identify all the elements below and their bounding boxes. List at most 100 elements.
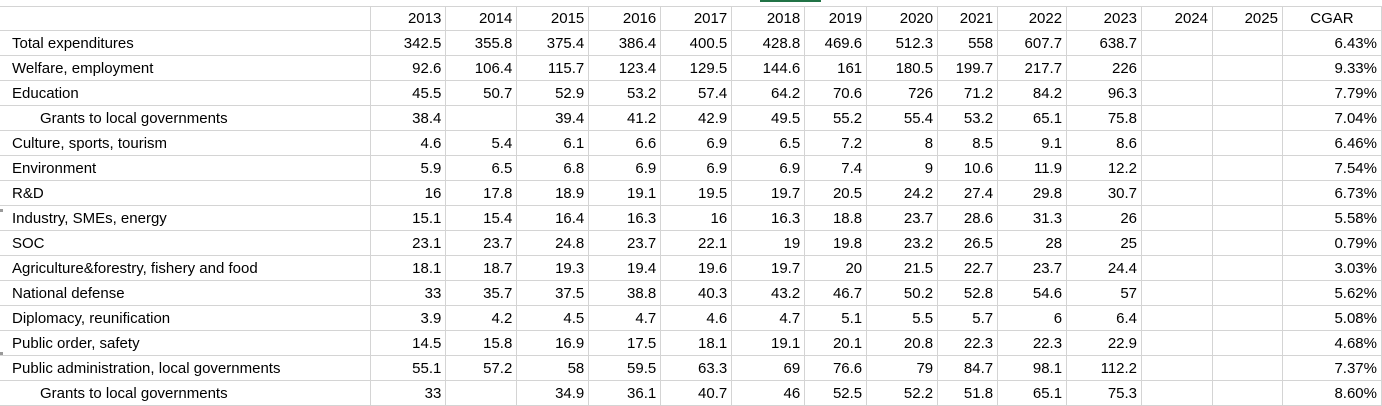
value-cell[interactable]: 23.1 (370, 230, 447, 256)
value-cell[interactable] (1141, 280, 1213, 306)
value-cell[interactable]: 19.8 (804, 230, 868, 256)
value-cell[interactable]: 84.2 (997, 80, 1068, 106)
value-cell[interactable]: 76.6 (804, 355, 868, 381)
value-cell[interactable]: 31.3 (997, 205, 1068, 231)
header-cell-2014[interactable]: 2014 (445, 6, 518, 31)
value-cell[interactable] (1141, 230, 1213, 256)
value-cell[interactable]: 53.2 (937, 105, 999, 131)
value-cell[interactable]: 5.7 (937, 305, 999, 331)
value-cell[interactable]: 19.1 (731, 330, 806, 356)
value-cell[interactable]: 55.4 (866, 105, 939, 131)
value-cell[interactable]: 52.9 (516, 80, 590, 106)
value-cell[interactable] (1212, 230, 1283, 256)
value-cell[interactable]: 16 (660, 205, 733, 231)
header-cell-2013[interactable]: 2013 (370, 6, 447, 31)
value-cell[interactable]: 4.5 (516, 305, 590, 331)
value-cell[interactable]: 607.7 (997, 30, 1068, 56)
value-cell[interactable]: 112.2 (1066, 355, 1143, 381)
row-label-cell[interactable]: National defense (0, 280, 372, 306)
row-label-cell[interactable]: Culture, sports, tourism (0, 130, 372, 156)
value-cell[interactable] (1212, 280, 1283, 306)
value-cell[interactable]: 469.6 (804, 30, 868, 56)
value-cell[interactable]: 27.4 (937, 180, 999, 206)
value-cell[interactable]: 54.6 (997, 280, 1068, 306)
value-cell[interactable]: 65.1 (997, 105, 1068, 131)
value-cell[interactable]: 375.4 (516, 30, 590, 56)
value-cell[interactable]: 28.6 (937, 205, 999, 231)
value-cell[interactable]: 428.8 (731, 30, 806, 56)
value-cell[interactable]: 26.5 (937, 230, 999, 256)
value-cell[interactable]: 400.5 (660, 30, 733, 56)
value-cell[interactable]: 6.8 (516, 155, 590, 181)
value-cell[interactable]: 8.6 (1066, 130, 1143, 156)
header-cell-2016[interactable]: 2016 (588, 6, 662, 31)
value-cell[interactable] (1212, 130, 1283, 156)
value-cell[interactable]: 19.7 (731, 180, 806, 206)
value-cell[interactable]: 45.5 (370, 80, 447, 106)
value-cell[interactable]: 6.5 (731, 130, 806, 156)
cgar-cell[interactable]: 6.73% (1282, 180, 1382, 206)
value-cell[interactable]: 19.1 (588, 180, 662, 206)
value-cell[interactable]: 25 (1066, 230, 1143, 256)
value-cell[interactable]: 49.5 (731, 105, 806, 131)
header-cell-2025[interactable]: 2025 (1212, 6, 1283, 31)
header-cell-corner[interactable] (0, 6, 372, 31)
value-cell[interactable]: 8.5 (937, 130, 999, 156)
value-cell[interactable]: 98.1 (997, 355, 1068, 381)
value-cell[interactable]: 12.2 (1066, 155, 1143, 181)
value-cell[interactable]: 161 (804, 55, 868, 81)
cgar-cell[interactable]: 4.68% (1282, 330, 1382, 356)
cgar-cell[interactable]: 5.58% (1282, 205, 1382, 231)
cgar-cell[interactable]: 5.08% (1282, 305, 1382, 331)
value-cell[interactable]: 6.4 (1066, 305, 1143, 331)
value-cell[interactable]: 9 (866, 155, 939, 181)
value-cell[interactable]: 79 (866, 355, 939, 381)
value-cell[interactable]: 24.8 (516, 230, 590, 256)
value-cell[interactable]: 226 (1066, 55, 1143, 81)
value-cell[interactable]: 28 (997, 230, 1068, 256)
value-cell[interactable]: 33 (370, 280, 447, 306)
value-cell[interactable]: 4.2 (445, 305, 518, 331)
value-cell[interactable]: 9.1 (997, 130, 1068, 156)
value-cell[interactable]: 57.2 (445, 355, 518, 381)
value-cell[interactable]: 39.4 (516, 105, 590, 131)
value-cell[interactable]: 342.5 (370, 30, 447, 56)
row-label-cell[interactable]: Public administration, local governments (0, 355, 372, 381)
value-cell[interactable]: 6.1 (516, 130, 590, 156)
value-cell[interactable]: 71.2 (937, 80, 999, 106)
value-cell[interactable]: 35.7 (445, 280, 518, 306)
value-cell[interactable] (1212, 180, 1283, 206)
value-cell[interactable] (1212, 105, 1283, 131)
header-cell-2020[interactable]: 2020 (866, 6, 939, 31)
value-cell[interactable]: 38.8 (588, 280, 662, 306)
value-cell[interactable]: 4.7 (588, 305, 662, 331)
value-cell[interactable] (1141, 30, 1213, 56)
value-cell[interactable]: 43.2 (731, 280, 806, 306)
row-label-cell[interactable]: Grants to local governments (0, 105, 372, 131)
value-cell[interactable]: 22.9 (1066, 330, 1143, 356)
cgar-cell[interactable]: 6.46% (1282, 130, 1382, 156)
value-cell[interactable]: 18.1 (370, 255, 447, 281)
value-cell[interactable]: 22.1 (660, 230, 733, 256)
value-cell[interactable]: 50.2 (866, 280, 939, 306)
value-cell[interactable]: 70.6 (804, 80, 868, 106)
value-cell[interactable]: 69 (731, 355, 806, 381)
cgar-cell[interactable]: 6.43% (1282, 30, 1382, 56)
value-cell[interactable]: 18.1 (660, 330, 733, 356)
value-cell[interactable]: 59.5 (588, 355, 662, 381)
value-cell[interactable]: 53.2 (588, 80, 662, 106)
value-cell[interactable] (1141, 330, 1213, 356)
value-cell[interactable]: 23.7 (866, 205, 939, 231)
value-cell[interactable]: 20.8 (866, 330, 939, 356)
header-cell-2022[interactable]: 2022 (997, 6, 1068, 31)
value-cell[interactable]: 20.1 (804, 330, 868, 356)
value-cell[interactable]: 123.4 (588, 55, 662, 81)
value-cell[interactable] (1141, 255, 1213, 281)
row-label-cell[interactable]: SOC (0, 230, 372, 256)
value-cell[interactable]: 20.5 (804, 180, 868, 206)
value-cell[interactable]: 10.6 (937, 155, 999, 181)
row-label-cell[interactable]: Agriculture&forestry, fishery and food (0, 255, 372, 281)
value-cell[interactable]: 6.6 (588, 130, 662, 156)
value-cell[interactable]: 84.7 (937, 355, 999, 381)
value-cell[interactable]: 15.1 (370, 205, 447, 231)
